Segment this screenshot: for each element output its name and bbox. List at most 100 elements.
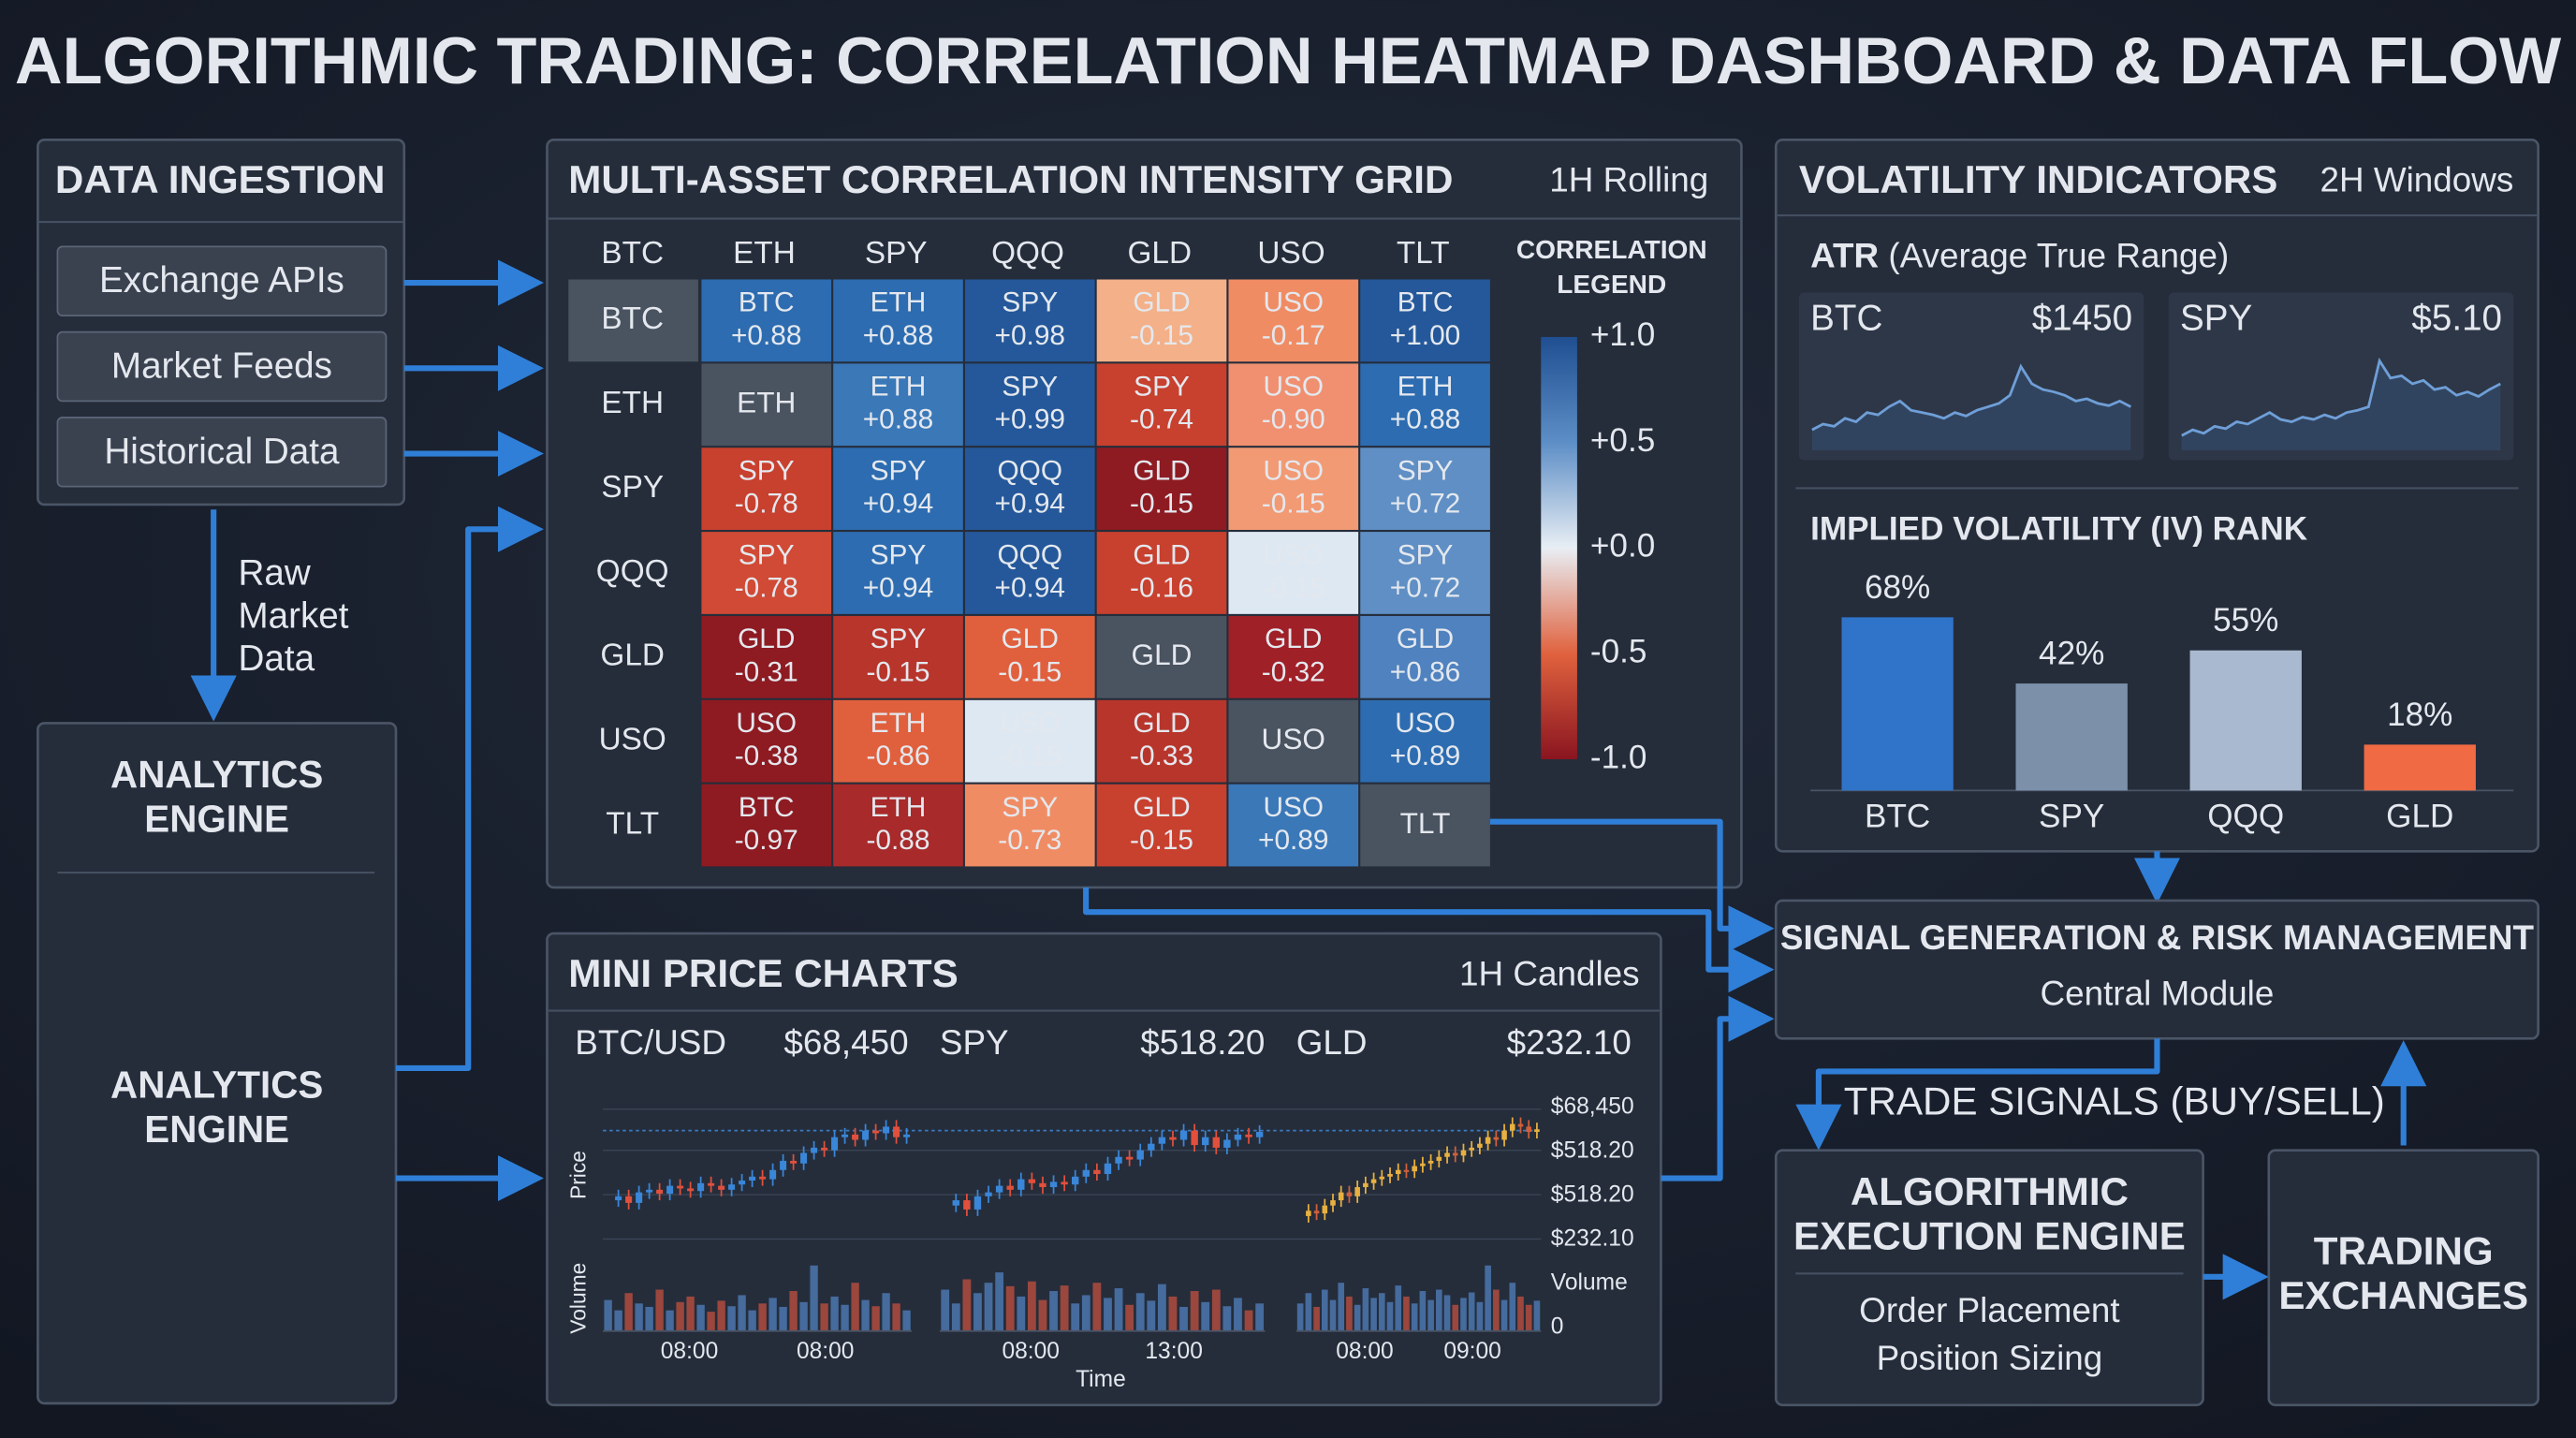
row-header: BTC (601, 301, 664, 336)
candle (1412, 1166, 1417, 1172)
candle (1526, 1126, 1531, 1133)
source-label: Market Feeds (111, 345, 332, 386)
volume-bar (1509, 1283, 1516, 1331)
cell-asset: USO (1000, 708, 1061, 739)
panel-title: MINI PRICE CHARTS (568, 951, 958, 995)
candle (1234, 1134, 1242, 1140)
volume-bar (604, 1299, 612, 1331)
time-label: 08:00 (797, 1339, 854, 1364)
engine-title: ANALYTICS (110, 753, 323, 796)
candle (759, 1176, 767, 1180)
candle (728, 1184, 736, 1190)
candle (1452, 1152, 1458, 1156)
atr-line (2181, 357, 2501, 437)
cell-asset: ETH (1398, 372, 1454, 403)
candle (1330, 1200, 1336, 1206)
cell-asset: USO (1263, 287, 1324, 318)
heatmap-cell (1228, 699, 1359, 783)
cell-value: +0.99 (995, 404, 1065, 435)
cell-asset: SPY (1398, 539, 1454, 570)
volume-bar (851, 1283, 859, 1331)
volume-bar (789, 1291, 798, 1331)
candle (1245, 1134, 1252, 1137)
heatmap-cell (1096, 363, 1227, 447)
cell-value: -0.78 (735, 572, 798, 603)
candle (800, 1152, 808, 1164)
candle (852, 1134, 859, 1140)
chart-symbol: SPY (940, 1023, 1009, 1062)
heatmap-cell (1360, 615, 1490, 698)
time-label: 08:00 (661, 1339, 718, 1364)
source-button (56, 330, 388, 403)
volume-bar (758, 1303, 767, 1331)
column-header: BTC (601, 236, 664, 271)
candle (1061, 1181, 1068, 1185)
heatmap-cell (833, 699, 963, 783)
heatmap-cell (964, 615, 1095, 698)
chart-price: $232.10 (1507, 1023, 1632, 1062)
legend-bar (1541, 336, 1577, 759)
volume-bar (871, 1306, 880, 1331)
candle (862, 1130, 870, 1140)
iv-bar (2015, 683, 2128, 791)
atr-symbol: SPY (2180, 299, 2252, 339)
panel-title: EXCHANGES (2278, 1273, 2528, 1317)
candle (1469, 1147, 1474, 1151)
candle (831, 1137, 839, 1151)
volume-bar (1460, 1298, 1467, 1331)
iv-category: SPY (2039, 798, 2104, 834)
cell-asset: BTC (739, 287, 795, 318)
heatmap-cell (701, 448, 832, 530)
heatmap-cell (964, 448, 1095, 530)
cell-asset: GLD (1132, 638, 1193, 671)
candle (952, 1200, 960, 1206)
candle (615, 1196, 622, 1201)
heatmap-cell (833, 532, 963, 614)
iv-bar (1841, 617, 1954, 791)
candle (1039, 1182, 1046, 1188)
cell-value: +0.86 (1390, 656, 1460, 687)
cell-value: -0.97 (735, 825, 798, 856)
panel-title: SIGNAL GENERATION & RISK MANAGEMENT (1780, 918, 2535, 957)
volume-bar (1427, 1299, 1434, 1331)
volume-bar (655, 1289, 664, 1331)
cell-asset: GLD (1133, 539, 1190, 570)
column-header: TLT (1397, 236, 1450, 271)
cell-asset: SPY (1002, 372, 1058, 403)
cell-value: -0.15 (998, 741, 1061, 771)
heatmap-cell (701, 363, 832, 447)
candle (656, 1189, 664, 1195)
volume-bar (1211, 1289, 1221, 1331)
candle (1255, 1132, 1264, 1137)
flow-arrow (1795, 1038, 2160, 1151)
source-label: Historical Data (104, 432, 340, 472)
candle (666, 1185, 674, 1195)
volume-bar (676, 1301, 684, 1331)
cell-value: +0.94 (863, 572, 933, 603)
candle (1370, 1179, 1377, 1183)
volume-bar (1190, 1291, 1199, 1331)
candle (1202, 1137, 1209, 1146)
volume-bar (666, 1310, 674, 1331)
heatmap-cell (1228, 279, 1359, 362)
volume-bar (1517, 1296, 1524, 1331)
cell-asset: USO (1263, 455, 1324, 486)
flow-arrow (1661, 995, 1775, 1181)
cell-asset: SPY (871, 624, 927, 654)
source-button (56, 245, 388, 316)
panel-period: 1H Rolling (1549, 161, 1708, 199)
candle (963, 1200, 971, 1210)
engine-title: ENGINE (144, 1108, 289, 1151)
cell-value: +0.72 (1390, 572, 1460, 603)
candle (842, 1134, 849, 1137)
volume-bar (1017, 1296, 1026, 1331)
iv-value-label: 68% (1865, 569, 1930, 606)
cell-value: -0.17 (1262, 320, 1325, 351)
cell-asset: ETH (871, 287, 927, 318)
volume-bar (984, 1283, 993, 1331)
candle (1223, 1139, 1231, 1148)
volume-bar (1313, 1306, 1320, 1331)
panel-title: DATA INGESTION (55, 157, 385, 201)
heatmap-cell (1360, 448, 1490, 530)
